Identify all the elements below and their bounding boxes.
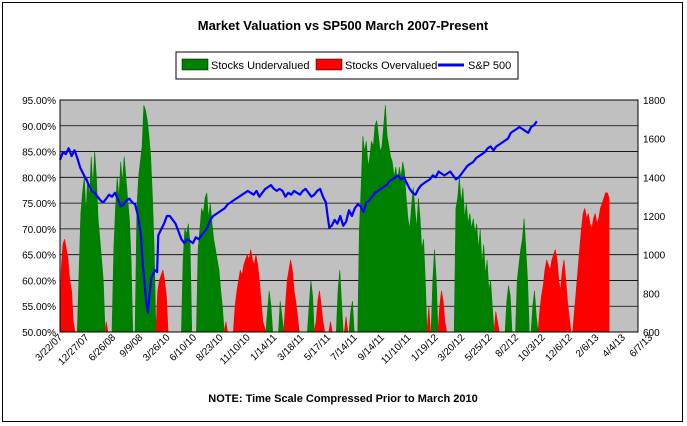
right-tick-label: 800 (643, 289, 660, 300)
x-tick-label: 3/20/12 (436, 332, 468, 364)
legend-label-undervalued: Stocks Undervalued (211, 60, 309, 72)
right-tick-label: 1200 (643, 212, 666, 223)
right-tick-label: 600 (643, 328, 660, 339)
right-axis-ticks: 600 800 1000 1200 1400 1600 1800 (643, 96, 666, 339)
chart-title: Market Valuation vs SP500 March 2007-Pre… (198, 18, 489, 33)
x-tick-label: 5/25/12 (463, 332, 495, 364)
left-tick-label: 75.00% (22, 199, 56, 210)
right-tick-label: 1000 (643, 251, 666, 262)
x-tick-label: 5/17/11 (302, 332, 333, 363)
left-tick-label: 70.00% (22, 225, 56, 236)
right-tick-label: 1800 (643, 96, 666, 107)
x-tick-label: 12/6/12 (543, 332, 575, 364)
x-tick-label: 7/14/11 (329, 332, 360, 363)
x-tick-label: 6/10/10 (168, 332, 200, 364)
legend: Stocks Undervalued Stocks Overvalued S&P… (175, 51, 519, 80)
left-tick-label: 65.00% (22, 251, 56, 262)
legend-label-overvalued: Stocks Overvalued (345, 60, 437, 72)
plot-border (59, 99, 639, 333)
left-axis-ticks: 50.00% 55.00% 60.00% 65.00% 70.00% 75.00% 80.0… (22, 96, 56, 339)
x-tick-label: 11/10/11 (379, 332, 414, 367)
left-tick-label: 95.00% (22, 96, 56, 107)
x-tick-label: 6/26/08 (87, 332, 119, 364)
x-tick-label: 10/3/12 (516, 332, 548, 364)
x-tick-label: 4/4/13 (601, 332, 629, 360)
legend-label-sp500: S&P 500 (468, 60, 511, 72)
legend-swatch-overvalued (315, 58, 343, 71)
x-tick-label: 11/10/10 (218, 332, 253, 367)
legend-swatch-undervalued (181, 58, 209, 71)
right-tick-label: 1600 (643, 135, 666, 146)
left-tick-label: 90.00% (22, 122, 56, 133)
line-sp500 (58, 120, 538, 314)
x-tick-label: 3/18/11 (276, 332, 307, 363)
x-tick-label: 2/6/13 (574, 332, 602, 360)
left-tick-label: 50.00% (22, 328, 56, 339)
left-tick-label: 55.00% (22, 302, 56, 313)
right-tick-label: 1400 (643, 173, 666, 184)
line-series (58, 120, 538, 314)
chart-note: NOTE: Time Scale Compressed Prior to Mar… (208, 393, 477, 405)
left-tick-label: 60.00% (22, 276, 56, 287)
x-tick-label: 1/19/12 (409, 332, 441, 364)
x-tick-label: 3/26/10 (141, 332, 173, 364)
x-tick-label: 1/14/11 (249, 332, 280, 363)
left-tick-label: 85.00% (22, 148, 56, 159)
left-tick-label: 80.00% (22, 173, 56, 184)
